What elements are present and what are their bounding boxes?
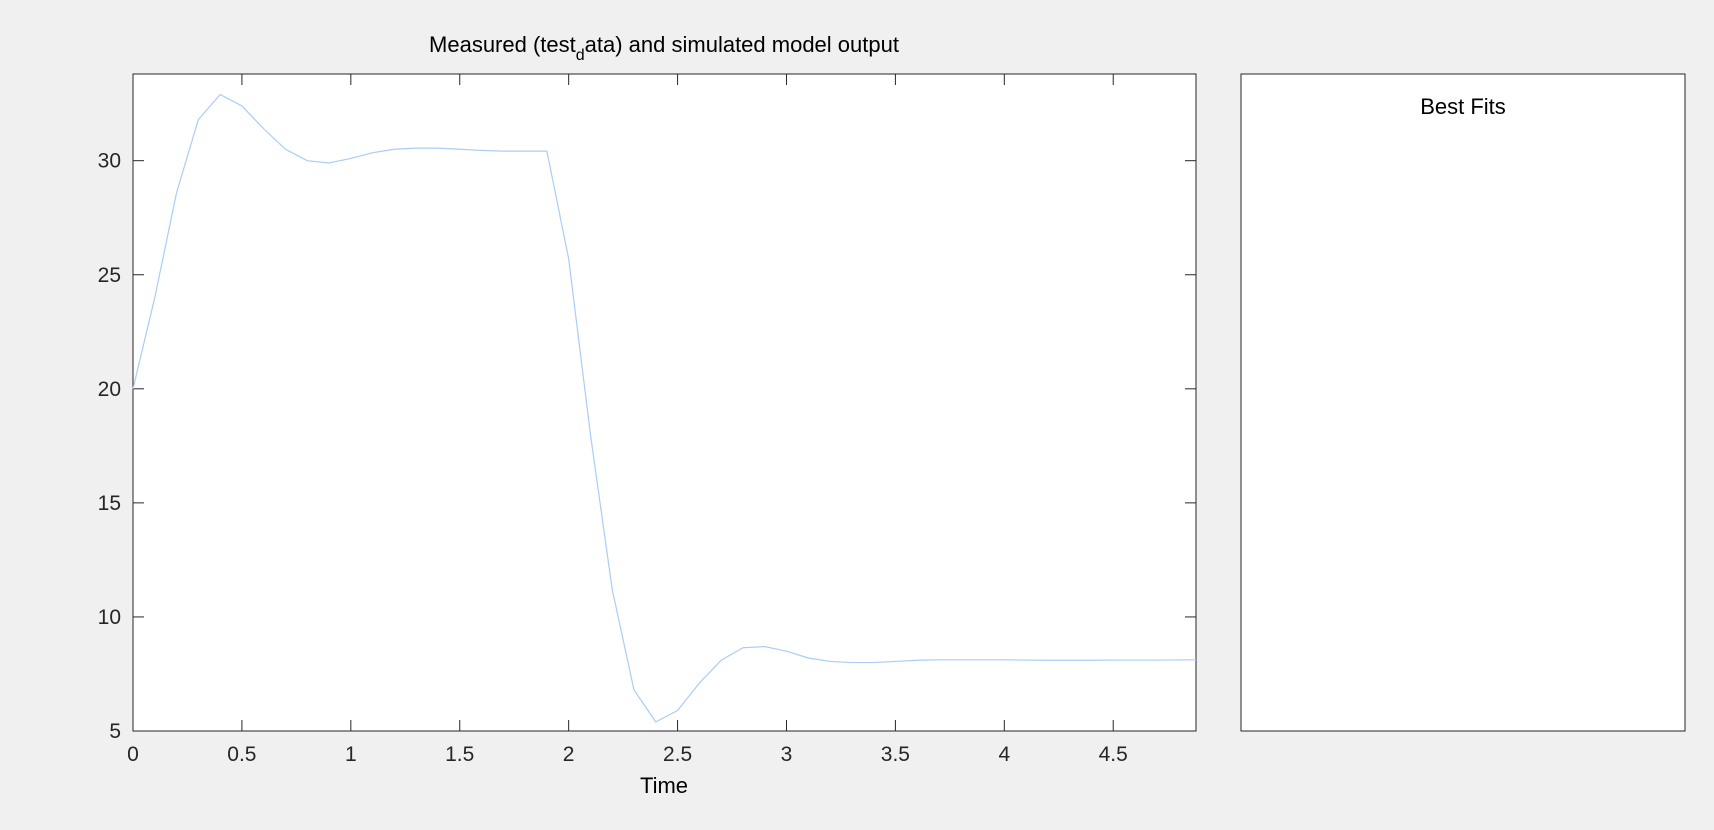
x-tick-label: 3 <box>781 743 793 766</box>
y-tick-label: 25 <box>98 264 121 287</box>
x-tick-label: 0.5 <box>227 743 256 766</box>
best-fits-axes: Best Fits <box>1240 73 1686 732</box>
y-tick-label: 20 <box>98 378 121 401</box>
y-axis-ticks: 5 10 15 20 25 30 <box>98 150 1196 743</box>
chart-title: Measured (testdata) and simulated model … <box>429 32 899 64</box>
x-tick-label: 1 <box>345 743 357 766</box>
y-tick-label: 15 <box>98 492 121 515</box>
chart-title-prefix: Measured (test <box>429 32 576 57</box>
series-line <box>132 93 1197 723</box>
x-tick-label: 2.5 <box>663 743 692 766</box>
y-tick-label: 30 <box>98 150 121 173</box>
x-tick-label: 1.5 <box>445 743 474 766</box>
best-fits-panel <box>1240 73 1686 732</box>
main-plot-area <box>132 73 1197 732</box>
chart-title-suffix: ata) and simulated model output <box>585 32 899 57</box>
x-axis-ticks: 0 0.5 1 1.5 2 2.5 3 3.5 4 4.5 <box>127 74 1128 766</box>
x-tick-label: 0 <box>127 743 139 766</box>
x-tick-label: 3.5 <box>881 743 910 766</box>
series-group <box>132 93 1197 723</box>
x-tick-label: 4 <box>998 743 1010 766</box>
x-axis-label: Time <box>640 773 688 798</box>
chart-title-subscript: d <box>576 47 585 64</box>
x-tick-label: 2 <box>563 743 575 766</box>
y-tick-label: 5 <box>109 720 121 743</box>
main-axes: 0 0.5 1 1.5 2 2.5 3 3.5 4 4.5 5 10 15 20 25 30 Measure… <box>98 32 1197 798</box>
x-tick-label: 4.5 <box>1099 743 1128 766</box>
best-fits-title: Best Fits <box>1420 94 1506 119</box>
y-tick-label: 10 <box>98 606 121 629</box>
